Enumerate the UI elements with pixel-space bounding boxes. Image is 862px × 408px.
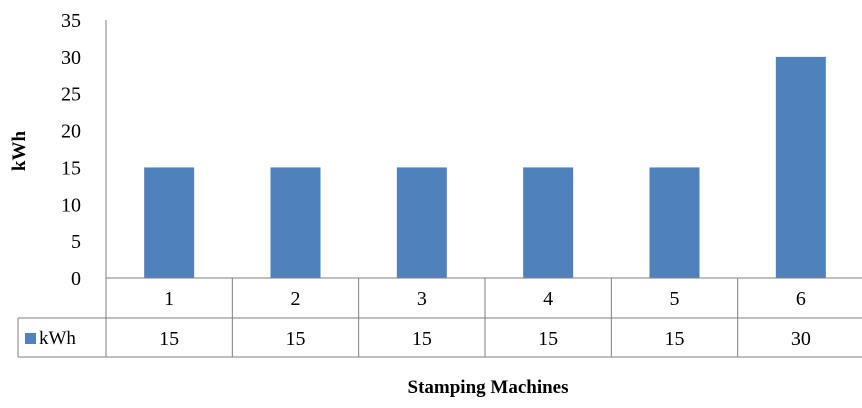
data-label: 15 — [412, 328, 432, 350]
data-label: 15 — [286, 328, 306, 350]
y-tick-label: 30 — [61, 47, 81, 69]
bar — [649, 167, 700, 278]
legend-series-name: kWh — [39, 328, 76, 349]
x-tick-label: 1 — [164, 288, 174, 310]
x-tick-label: 2 — [291, 288, 301, 310]
data-label: 15 — [665, 328, 685, 350]
x-tick-label: 4 — [543, 288, 553, 310]
bar — [270, 167, 321, 278]
legend-swatch — [25, 333, 36, 344]
data-table: 1 15 2 15 3 15 4 15 5 15 6 30 kWh — [17, 277, 862, 358]
data-label: 15 — [538, 328, 558, 350]
y-tick-label: 25 — [61, 84, 81, 106]
x-tick-label: 6 — [796, 288, 806, 310]
data-label: 15 — [159, 328, 179, 350]
y-tick-label: 5 — [71, 231, 81, 253]
y-axis-ticks: 0 5 10 15 20 25 30 35 — [61, 10, 107, 290]
bar — [396, 167, 447, 278]
y-axis-label: kWh — [9, 131, 30, 172]
y-tick-label: 20 — [61, 121, 81, 143]
bar — [144, 167, 195, 278]
x-tick-label: 5 — [670, 288, 680, 310]
y-tick-label: 15 — [61, 157, 81, 179]
x-axis-label: Stamping Machines — [408, 377, 569, 398]
data-label: 30 — [791, 328, 811, 350]
x-tick-label: 3 — [417, 288, 427, 310]
bar — [775, 56, 826, 278]
bars — [144, 56, 826, 278]
y-tick-label: 0 — [71, 268, 81, 290]
y-tick-label: 10 — [61, 194, 81, 216]
y-tick-label: 35 — [61, 10, 81, 32]
bar — [523, 167, 574, 278]
